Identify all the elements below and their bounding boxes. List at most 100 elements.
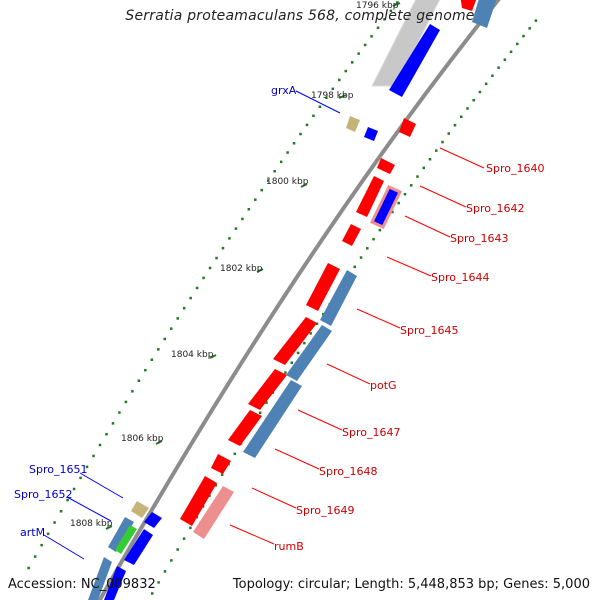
tick-dot <box>396 1 399 4</box>
tick-dot <box>163 337 167 341</box>
tick-dot <box>299 132 302 136</box>
label-spro1652[interactable]: Spro_1652 <box>14 488 72 501</box>
right-labels: Spro_1640 Spro_1642 Spro_1643 Spro_1644 … <box>229 147 544 553</box>
feature-green-1652[interactable] <box>115 525 137 554</box>
feature-tan-grxA[interactable] <box>346 116 360 132</box>
tick-dot <box>220 473 224 476</box>
feature-spro1648[interactable] <box>228 410 262 446</box>
tick-dot <box>309 332 312 335</box>
tick-1800: 1800 kbp <box>266 177 309 188</box>
label-potG[interactable]: potG <box>370 379 397 392</box>
tick-dot <box>312 114 315 118</box>
feature-potG[interactable] <box>273 317 317 365</box>
tick-dot <box>144 368 147 372</box>
label-rumB[interactable]: rumB <box>274 540 304 553</box>
genome-backbone <box>97 0 501 600</box>
tick-dot <box>344 69 347 73</box>
feature-steel-bottom[interactable] <box>88 557 112 600</box>
feature-spro1643[interactable] <box>369 185 403 229</box>
tick-dot <box>315 322 319 325</box>
topology-text: Topology: circular; Length: 5,448,853 bp… <box>232 577 590 592</box>
tick-label: 1808 kbp <box>70 519 113 529</box>
feature-spro1645b[interactable] <box>320 270 357 326</box>
tick-1798: 1798 kbp <box>311 91 354 101</box>
label-artM[interactable]: artM <box>20 526 45 539</box>
tick-1802: 1802 kbp <box>220 264 264 274</box>
tick-dot <box>318 105 322 108</box>
label-spro1649[interactable]: Spro_1649 <box>296 504 354 517</box>
tick-dots-outer <box>150 19 538 595</box>
tick-dot <box>189 526 192 530</box>
label-spro1645[interactable]: Spro_1645 <box>400 324 458 337</box>
tick-dot <box>92 454 95 458</box>
feature-rumB[interactable] <box>193 486 234 539</box>
tick-dot <box>509 50 513 54</box>
feature-spro1644[interactable] <box>342 224 361 246</box>
label-spro1643[interactable]: Spro_1643 <box>450 232 508 245</box>
tick-dot <box>163 570 167 573</box>
tick-dot <box>214 483 218 487</box>
label-spro1651[interactable]: Spro_1651 <box>29 463 87 476</box>
feature-blue-bottom[interactable] <box>104 566 126 600</box>
label-spro1648[interactable]: Spro_1648 <box>319 465 377 478</box>
feature-spro1647b[interactable] <box>243 380 302 458</box>
tick-dot <box>305 123 309 127</box>
tick-dot <box>397 201 400 205</box>
label-spro1640[interactable]: Spro_1640 <box>486 162 544 175</box>
tick-dot <box>441 140 444 144</box>
feature-blue-grxA[interactable] <box>364 127 378 141</box>
feature-blue-1651[interactable] <box>144 512 162 528</box>
feature-spro1642b[interactable] <box>356 176 384 217</box>
tick-dot <box>359 256 363 259</box>
feature-spro1642a[interactable] <box>377 158 395 174</box>
label-grxA[interactable]: grxA <box>271 84 297 97</box>
tick-dot <box>422 166 425 170</box>
feature-steel-top[interactable] <box>472 0 498 28</box>
tick-dot <box>416 175 419 178</box>
tick-dot <box>241 217 244 221</box>
feature-spro1645[interactable] <box>306 263 340 311</box>
tick-label: 1802 kbp <box>220 264 263 274</box>
tick-dot <box>85 465 89 469</box>
tick-dot <box>176 548 179 551</box>
feature-steel-1652[interactable] <box>108 517 134 552</box>
accession-text: Accession: NC_009832 <box>8 577 156 592</box>
tick-dot <box>265 401 268 404</box>
feature-tan-1651[interactable] <box>131 501 149 518</box>
tick-dot <box>111 422 115 425</box>
tick-dot <box>98 443 102 447</box>
feature-spro1649a[interactable] <box>211 454 231 474</box>
tick-dot <box>428 157 432 161</box>
tick-dot <box>215 256 218 260</box>
tick-dot <box>137 379 141 382</box>
tick-dot <box>53 521 56 524</box>
tick-dot <box>383 18 386 21</box>
tick-label: 1806 kbp <box>121 434 164 444</box>
tick-dot <box>478 90 482 94</box>
tick-dot <box>202 276 205 280</box>
label-spro1644[interactable]: Spro_1644 <box>431 271 489 284</box>
label-spro1642[interactable]: Spro_1642 <box>466 202 524 215</box>
feature-red-top[interactable] <box>460 0 478 11</box>
tick-dot <box>372 237 375 241</box>
tick-dot <box>176 317 179 320</box>
tick-dot <box>453 123 457 127</box>
tick-dot <box>403 192 407 196</box>
feature-blue-top[interactable] <box>389 24 440 97</box>
tick-dot <box>46 532 50 536</box>
tick-dot <box>497 66 500 69</box>
label-spro1647[interactable]: Spro_1647 <box>342 426 400 439</box>
tick-dot <box>208 266 212 270</box>
feature-spro1649b[interactable] <box>180 476 217 526</box>
tick-dot <box>534 19 538 22</box>
feature-spro1640[interactable] <box>399 118 416 137</box>
feature-spro1647[interactable] <box>248 369 287 410</box>
tick-dot <box>40 543 43 547</box>
tick-dots-inner <box>27 1 399 570</box>
tick-dot <box>290 361 293 364</box>
feature-blue-artM[interactable] <box>124 529 153 565</box>
tick-dot <box>66 498 69 502</box>
feature-potGb[interactable] <box>286 325 332 381</box>
feature-track <box>88 0 498 600</box>
tick-dot <box>353 265 356 269</box>
